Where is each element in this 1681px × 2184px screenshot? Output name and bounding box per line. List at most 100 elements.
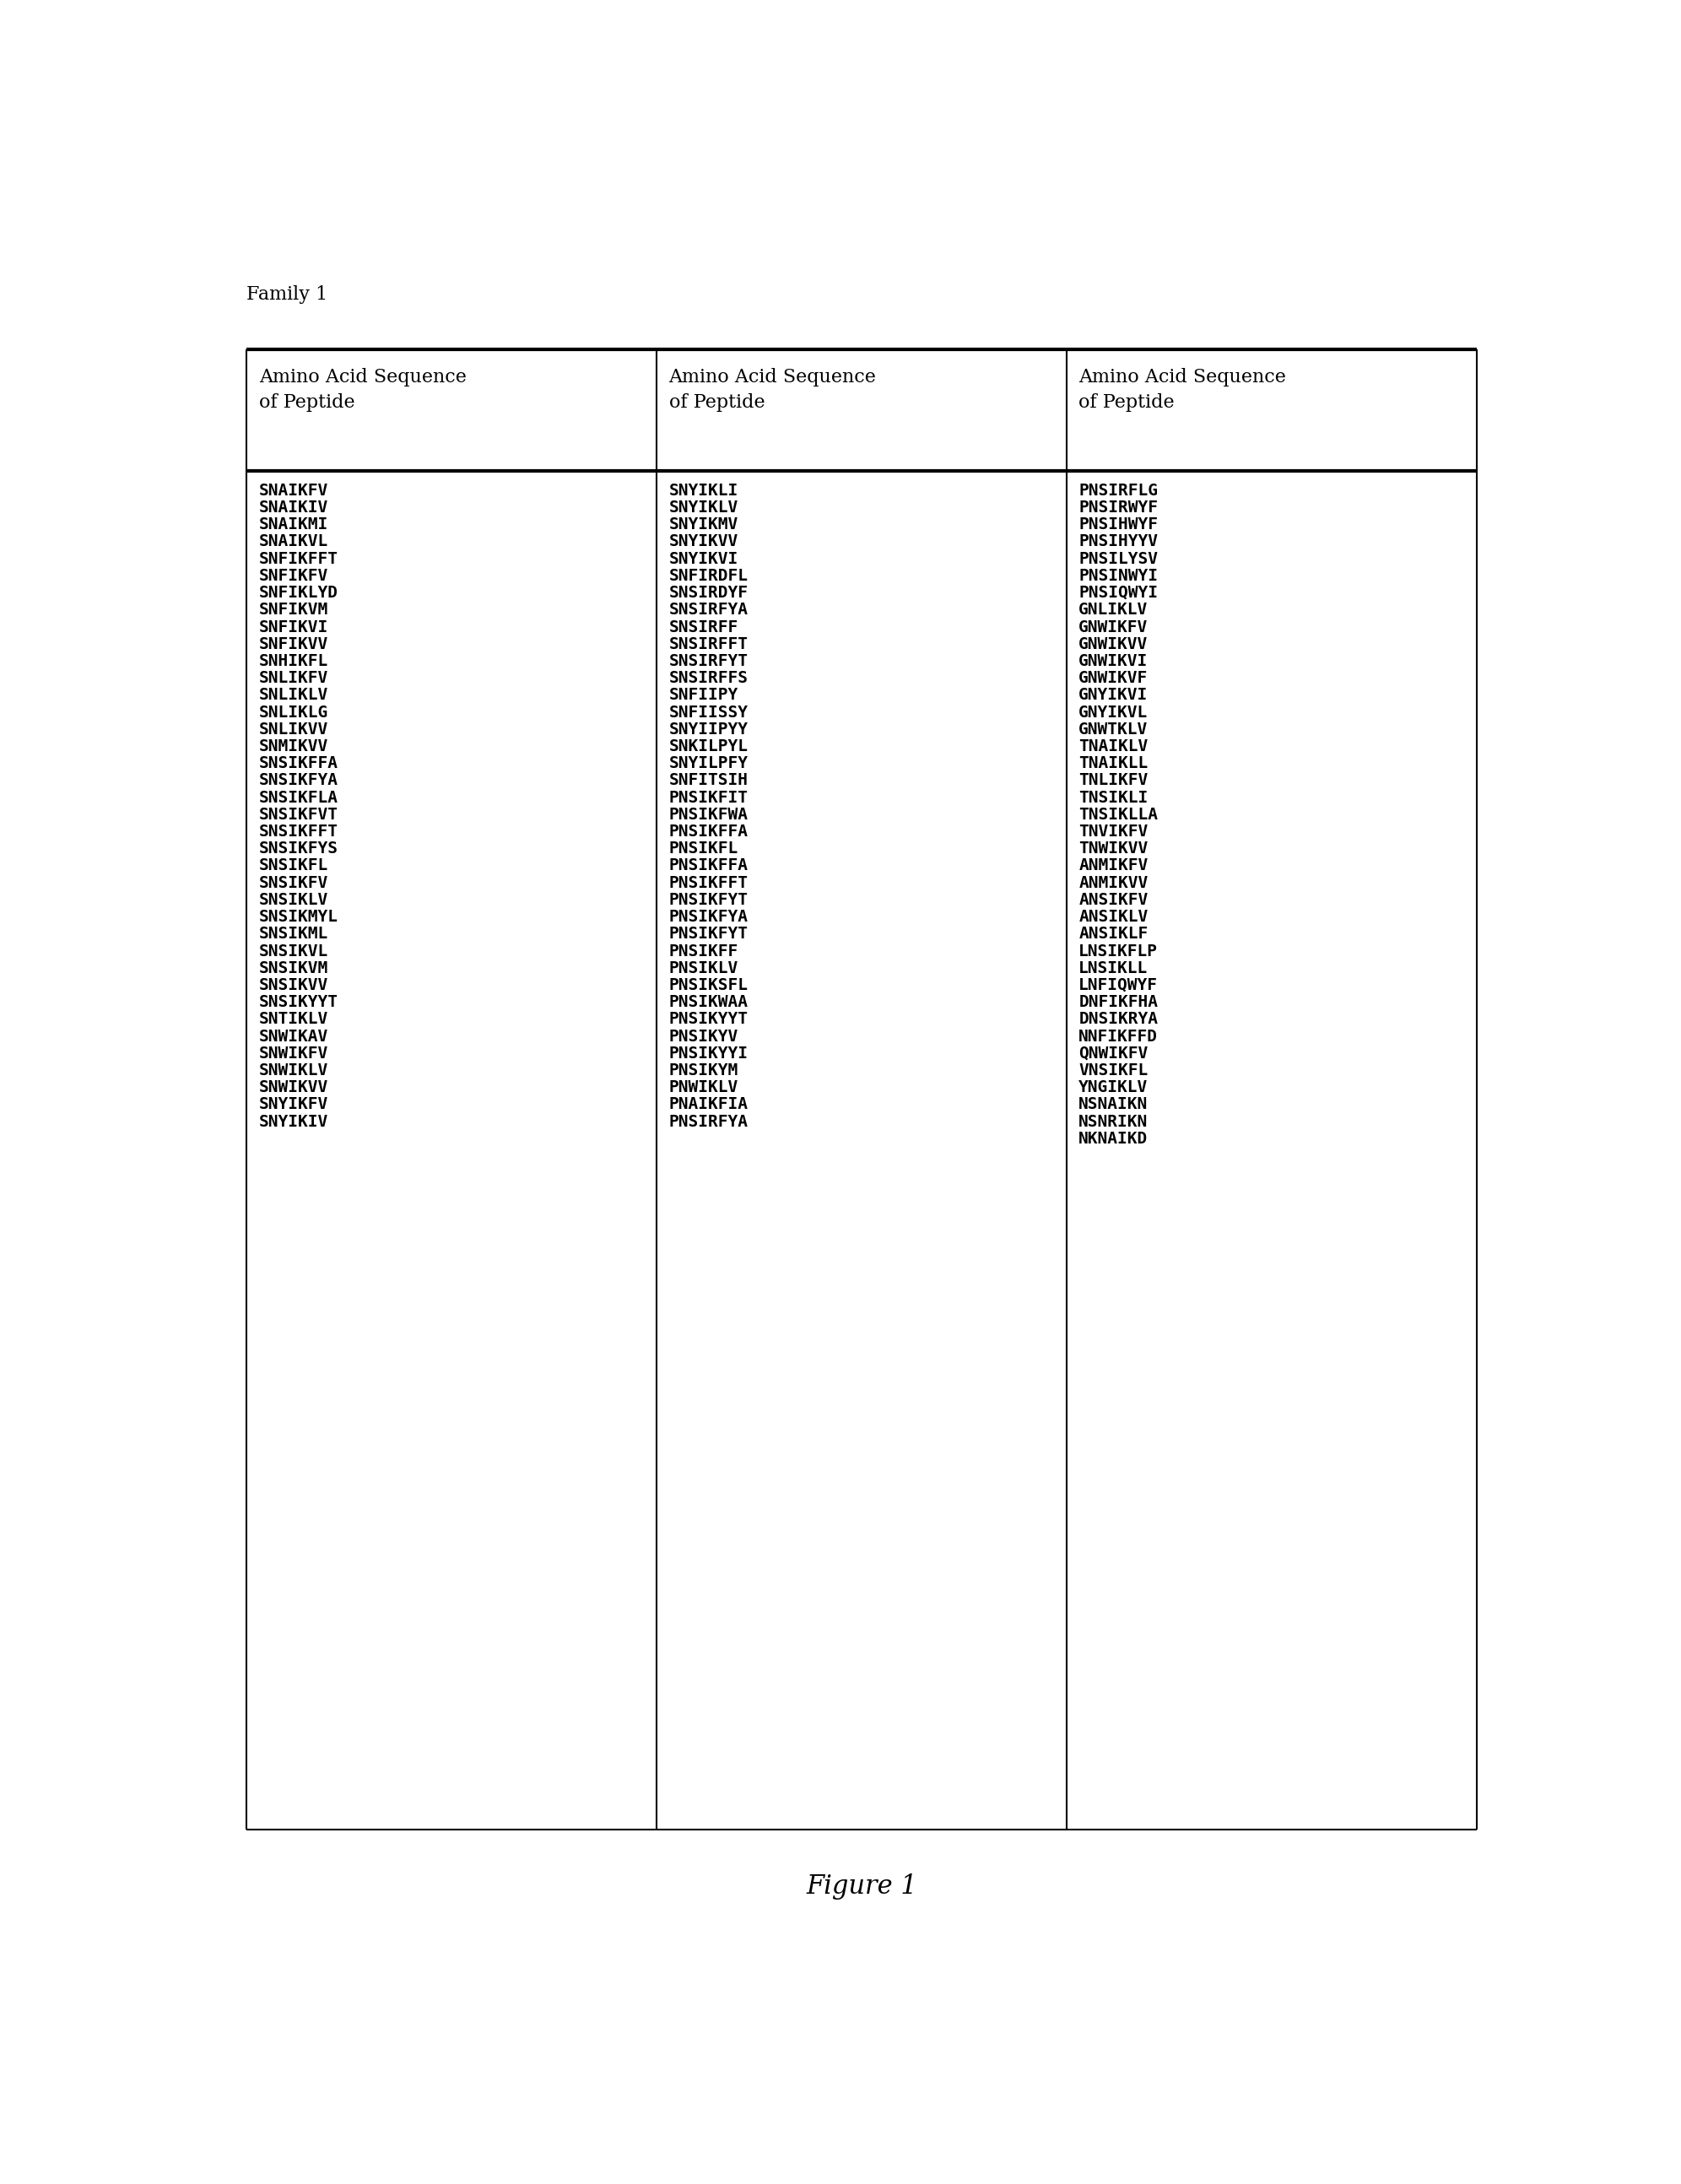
Text: ANSIKFV: ANSIKFV bbox=[1079, 891, 1148, 909]
Text: PNSIRFYA: PNSIRFYA bbox=[669, 1114, 748, 1129]
Text: PNSIKFYT: PNSIKFYT bbox=[669, 926, 748, 941]
Text: TNLIKFV: TNLIKFV bbox=[1079, 773, 1148, 788]
Text: PNSINWYI: PNSINWYI bbox=[1079, 568, 1158, 583]
Text: SNFIKFV: SNFIKFV bbox=[259, 568, 328, 583]
Text: PNSIKFFA: PNSIKFFA bbox=[669, 823, 748, 839]
Text: TNSIKLI: TNSIKLI bbox=[1079, 791, 1148, 806]
Text: ANMIKVV: ANMIKVV bbox=[1079, 876, 1148, 891]
Text: PNSILYSV: PNSILYSV bbox=[1079, 550, 1158, 568]
Text: PNSIKFL: PNSIKFL bbox=[669, 841, 738, 856]
Text: SNYIKMV: SNYIKMV bbox=[669, 518, 738, 533]
Text: TNWIKVV: TNWIKVV bbox=[1079, 841, 1148, 856]
Text: SNSIKFYS: SNSIKFYS bbox=[259, 841, 338, 856]
Text: SNYIIPYY: SNYIIPYY bbox=[669, 721, 748, 738]
Text: SNSIKFVT: SNSIKFVT bbox=[259, 806, 338, 823]
Text: PNAIKFIA: PNAIKFIA bbox=[669, 1096, 748, 1112]
Text: ANSIKLV: ANSIKLV bbox=[1079, 909, 1148, 926]
Text: SNYIKLV: SNYIKLV bbox=[669, 500, 738, 515]
Text: PNSIHYYV: PNSIHYYV bbox=[1079, 533, 1158, 550]
Text: SNAIKIV: SNAIKIV bbox=[259, 500, 328, 515]
Text: Amino Acid Sequence
of Peptide: Amino Acid Sequence of Peptide bbox=[1079, 367, 1286, 413]
Text: Family 1: Family 1 bbox=[247, 286, 328, 304]
Text: SNFIISSY: SNFIISSY bbox=[669, 703, 748, 721]
Text: SNLIKLG: SNLIKLG bbox=[259, 703, 328, 721]
Text: SNFIRDFL: SNFIRDFL bbox=[669, 568, 748, 583]
Text: DNSIKRYA: DNSIKRYA bbox=[1079, 1011, 1158, 1026]
Text: PNWIKLV: PNWIKLV bbox=[669, 1079, 738, 1096]
Text: SNYIKLI: SNYIKLI bbox=[669, 483, 738, 498]
Text: GNWIKVV: GNWIKVV bbox=[1079, 636, 1148, 653]
Text: PNSIQWYI: PNSIQWYI bbox=[1079, 585, 1158, 601]
Text: SNSIRFYA: SNSIRFYA bbox=[669, 603, 748, 618]
Text: PNSIKWAA: PNSIKWAA bbox=[669, 994, 748, 1011]
Text: SNSIKMYL: SNSIKMYL bbox=[259, 909, 338, 926]
Text: SNLIKFV: SNLIKFV bbox=[259, 670, 328, 686]
Text: SNFIIPY: SNFIIPY bbox=[669, 688, 738, 703]
Text: SNFIKVM: SNFIKVM bbox=[259, 603, 328, 618]
Text: TNAIKLL: TNAIKLL bbox=[1079, 756, 1148, 771]
Text: GNLIKLV: GNLIKLV bbox=[1079, 603, 1148, 618]
Text: SNSIRFFT: SNSIRFFT bbox=[669, 636, 748, 653]
Text: GNWIKVI: GNWIKVI bbox=[1079, 653, 1148, 668]
Text: ANSIKLF: ANSIKLF bbox=[1079, 926, 1148, 941]
Text: SNAIKMI: SNAIKMI bbox=[259, 518, 328, 533]
Text: SNFIKFFT: SNFIKFFT bbox=[259, 550, 338, 568]
Text: GNWTKLV: GNWTKLV bbox=[1079, 721, 1148, 738]
Text: LNFIQWYF: LNFIQWYF bbox=[1079, 976, 1158, 994]
Text: NKNAIKD: NKNAIKD bbox=[1079, 1131, 1148, 1147]
Text: SNSIKFFA: SNSIKFFA bbox=[259, 756, 338, 771]
Text: PNSIKYM: PNSIKYM bbox=[669, 1061, 738, 1079]
Text: Amino Acid Sequence
of Peptide: Amino Acid Sequence of Peptide bbox=[669, 367, 876, 413]
Text: PNSIKFYA: PNSIKFYA bbox=[669, 909, 748, 926]
Text: SNMIKVV: SNMIKVV bbox=[259, 738, 328, 753]
Text: SNYIKIV: SNYIKIV bbox=[259, 1114, 328, 1129]
Text: PNSIKSFL: PNSIKSFL bbox=[669, 976, 748, 994]
Text: PNSIKFIT: PNSIKFIT bbox=[669, 791, 748, 806]
Text: SNYILPFY: SNYILPFY bbox=[669, 756, 748, 771]
Text: SNSIKFV: SNSIKFV bbox=[259, 876, 328, 891]
Text: PNSIKFFA: PNSIKFFA bbox=[669, 858, 748, 874]
Text: SNSIKVM: SNSIKVM bbox=[259, 961, 328, 976]
Text: Figure 1: Figure 1 bbox=[805, 1874, 918, 1900]
Text: SNSIRDYF: SNSIRDYF bbox=[669, 585, 748, 601]
Text: PNSIKFWA: PNSIKFWA bbox=[669, 806, 748, 823]
Text: SNSIKLV: SNSIKLV bbox=[259, 891, 328, 909]
Text: SNLIKLV: SNLIKLV bbox=[259, 688, 328, 703]
Text: PNSIKYYT: PNSIKYYT bbox=[669, 1011, 748, 1026]
Text: TNSIKLLA: TNSIKLLA bbox=[1079, 806, 1158, 823]
Text: PNSIKFYT: PNSIKFYT bbox=[669, 891, 748, 909]
Text: SNHIKFL: SNHIKFL bbox=[259, 653, 328, 668]
Text: GNWIKVF: GNWIKVF bbox=[1079, 670, 1148, 686]
Text: SNSIKFYA: SNSIKFYA bbox=[259, 773, 338, 788]
Text: QNWIKFV: QNWIKFV bbox=[1079, 1046, 1148, 1061]
Text: SNSIRFYT: SNSIRFYT bbox=[669, 653, 748, 668]
Text: NSNRIKN: NSNRIKN bbox=[1079, 1114, 1148, 1129]
Text: PNSIKLV: PNSIKLV bbox=[669, 961, 738, 976]
Text: SNAIKFV: SNAIKFV bbox=[259, 483, 328, 498]
Text: PNSIHWYF: PNSIHWYF bbox=[1079, 518, 1158, 533]
Text: DNFIKFHA: DNFIKFHA bbox=[1079, 994, 1158, 1011]
Text: TNAIKLV: TNAIKLV bbox=[1079, 738, 1148, 753]
Text: LNSIKLL: LNSIKLL bbox=[1079, 961, 1148, 976]
Text: NNFIKFFD: NNFIKFFD bbox=[1079, 1029, 1158, 1044]
Text: PNSIRFLG: PNSIRFLG bbox=[1079, 483, 1158, 498]
Text: SNSIKYYT: SNSIKYYT bbox=[259, 994, 338, 1011]
Text: TNVIKFV: TNVIKFV bbox=[1079, 823, 1148, 839]
Text: GNWIKFV: GNWIKFV bbox=[1079, 618, 1148, 636]
Text: SNSIKVL: SNSIKVL bbox=[259, 943, 328, 959]
Text: PNSIRWYF: PNSIRWYF bbox=[1079, 500, 1158, 515]
Text: SNSIKFLA: SNSIKFLA bbox=[259, 791, 338, 806]
Text: SNYIKVV: SNYIKVV bbox=[669, 533, 738, 550]
Text: SNSIKVV: SNSIKVV bbox=[259, 976, 328, 994]
Text: SNFIKLYD: SNFIKLYD bbox=[259, 585, 338, 601]
Text: Amino Acid Sequence
of Peptide: Amino Acid Sequence of Peptide bbox=[259, 367, 466, 413]
Text: PNSIKFF: PNSIKFF bbox=[669, 943, 738, 959]
Text: GNYIKVI: GNYIKVI bbox=[1079, 688, 1148, 703]
Text: LNSIKFLP: LNSIKFLP bbox=[1079, 943, 1158, 959]
Text: SNWIKVV: SNWIKVV bbox=[259, 1079, 328, 1096]
Text: SNSIKFFT: SNSIKFFT bbox=[259, 823, 338, 839]
Text: GNYIKVL: GNYIKVL bbox=[1079, 703, 1148, 721]
Text: SNFIKVV: SNFIKVV bbox=[259, 636, 328, 653]
Text: SNKILPYL: SNKILPYL bbox=[669, 738, 748, 753]
Text: SNAIKVL: SNAIKVL bbox=[259, 533, 328, 550]
